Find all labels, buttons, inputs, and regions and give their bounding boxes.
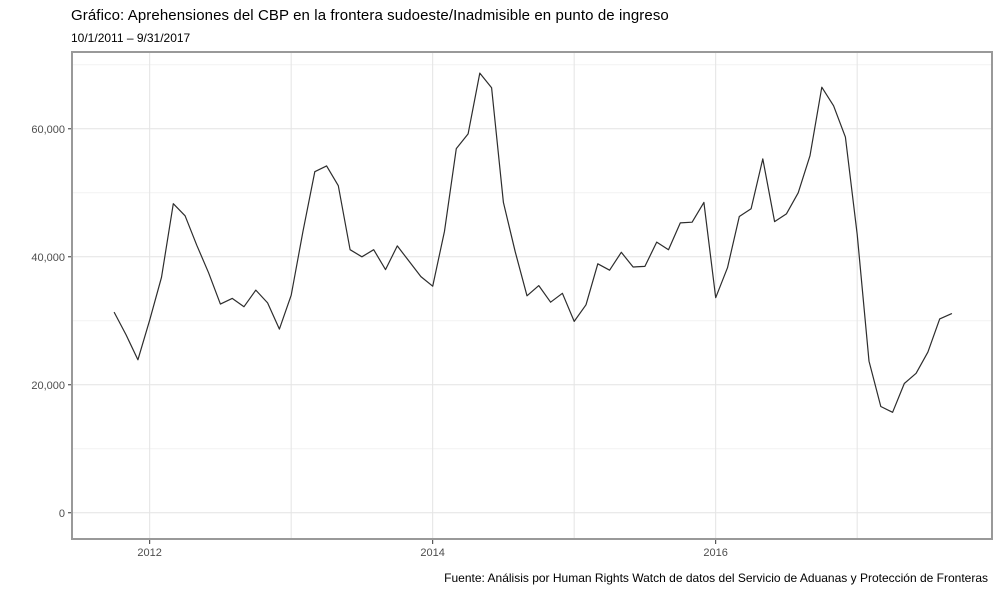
panel-background [72, 52, 992, 539]
x-tick-label: 2012 [137, 547, 161, 559]
chart-caption: Fuente: Análisis por Human Rights Watch … [444, 571, 988, 585]
x-tick-label: 2016 [703, 547, 727, 559]
y-tick-label: 0 [59, 508, 65, 520]
y-tick-label: 60,000 [31, 124, 65, 136]
y-tick-label: 40,000 [31, 252, 65, 264]
chart-subtitle: 10/1/2011 – 9/31/2017 [71, 31, 191, 45]
chart-title: Gráfico: Aprehensiones del CBP en la fro… [71, 7, 669, 24]
panel-border [71, 51, 993, 540]
data-line [113, 72, 953, 413]
y-tick-label: 20,000 [31, 380, 65, 392]
x-tick-label: 2014 [420, 547, 444, 559]
